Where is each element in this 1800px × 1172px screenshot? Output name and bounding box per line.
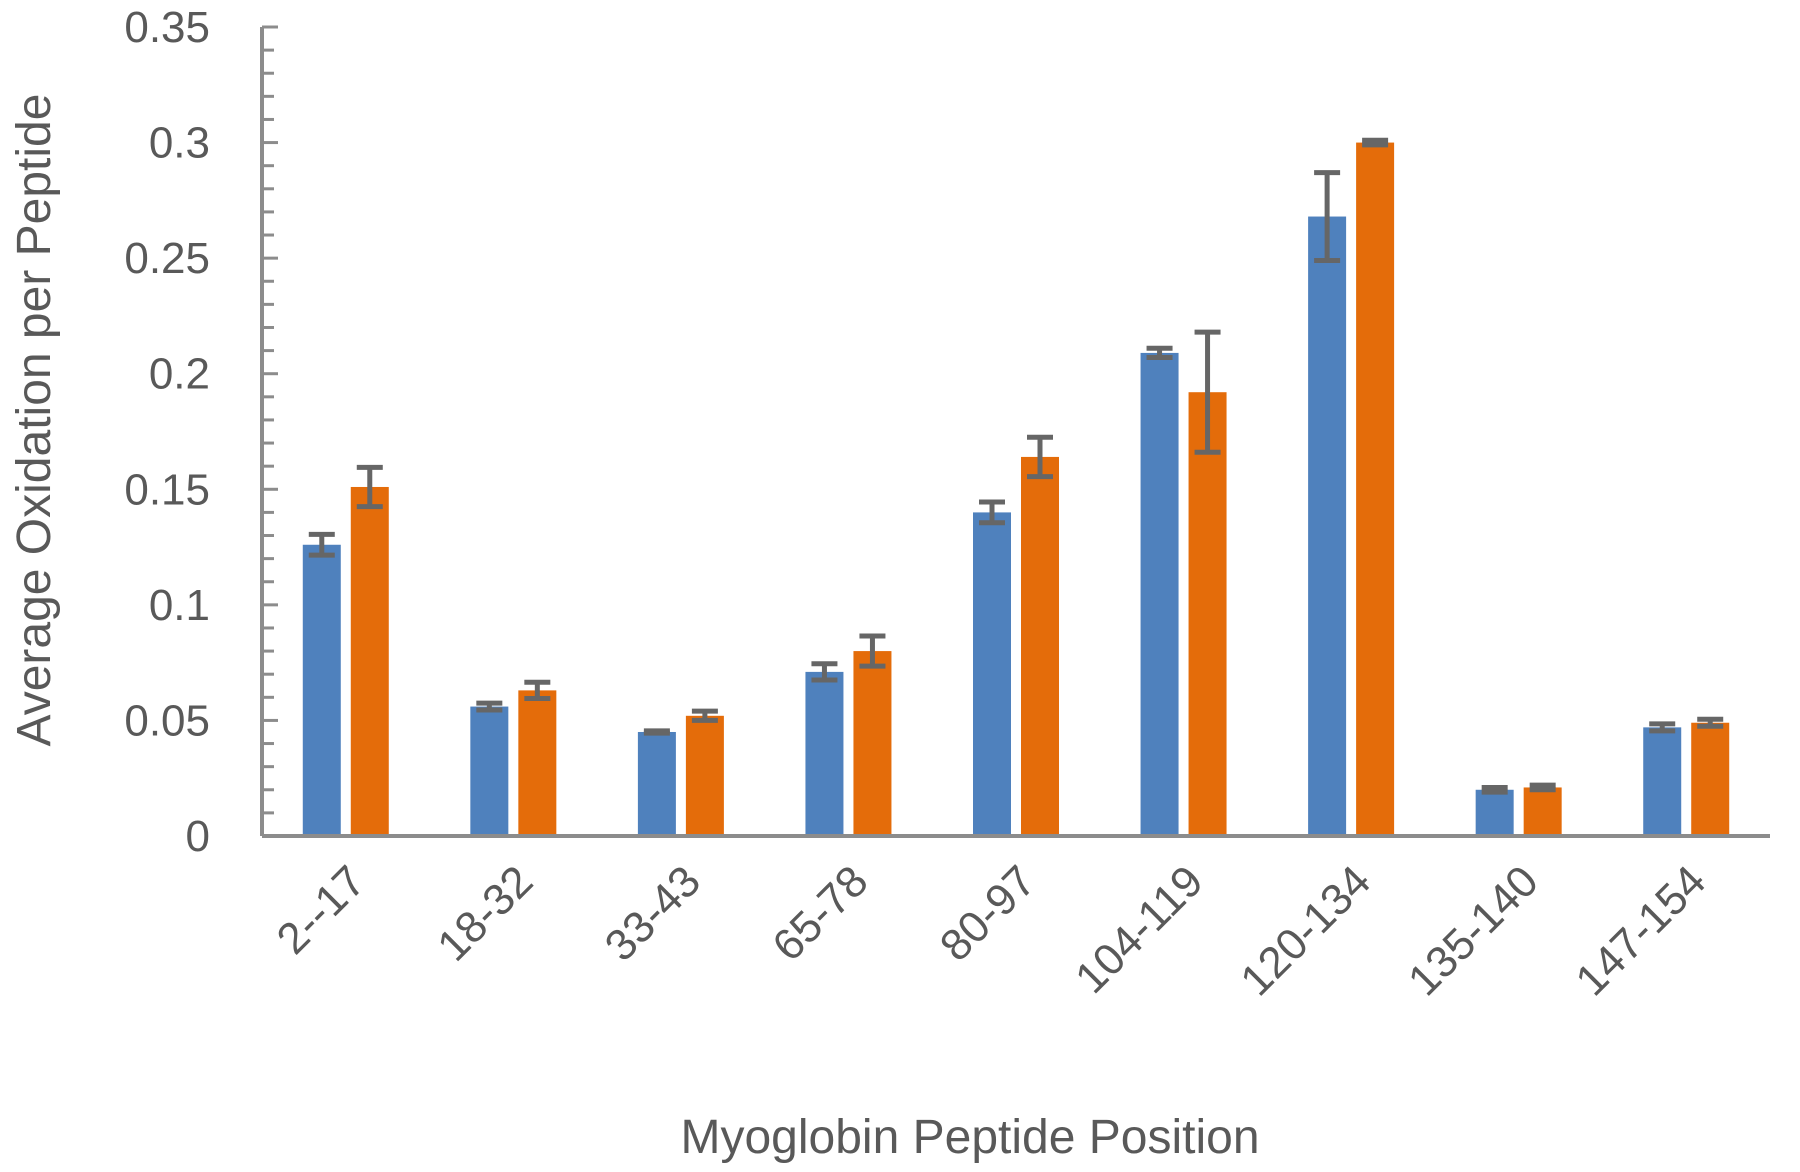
bar: [350, 486, 389, 836]
y-axis: 0 0.05 0.1 0.15 0.2 0.25 0.3 0.35: [124, 3, 278, 861]
bar: [637, 731, 676, 836]
y-axis-title: Average Oxidation per Peptide: [8, 94, 61, 747]
x-axis-title: Myoglobin Peptide Position: [680, 1111, 1259, 1164]
x-tick-label: 135-140: [1399, 856, 1548, 1005]
bar: [518, 690, 557, 836]
x-tick-label: 147-154: [1566, 856, 1715, 1005]
bar: [685, 715, 724, 836]
x-axis: 2--17 18-32 33-43 65-78 80-97 104-119 120-134 1…: [262, 834, 1770, 1005]
y-tick-label: 0.3: [149, 119, 210, 168]
bar: [1308, 216, 1347, 837]
y-tick-label: 0.2: [149, 350, 210, 399]
x-tick-label: 65-78: [763, 856, 877, 970]
error-bars: [308, 137, 1724, 795]
bar: [853, 651, 892, 836]
bar: [805, 671, 844, 836]
bar: [1356, 142, 1395, 837]
y-tick-label: 0.25: [124, 234, 210, 283]
y-tick-label: 0.15: [124, 465, 210, 514]
y-tick-label: 0: [186, 812, 210, 861]
bar: [1140, 352, 1179, 836]
x-tick-label: 18-32: [428, 856, 542, 970]
bar: [302, 544, 341, 836]
bar: [1188, 392, 1227, 836]
y-tick-label: 0.05: [124, 696, 210, 745]
x-tick-label: 80-97: [931, 856, 1045, 970]
y-tick-label: 0.1: [149, 581, 210, 630]
x-tick-label: 120-134: [1231, 856, 1380, 1005]
y-tick-label: 0.35: [124, 3, 210, 52]
bar: [470, 706, 509, 836]
bar: [1475, 789, 1514, 836]
bar: [1643, 727, 1682, 836]
bars: [302, 142, 1730, 837]
x-tick-label: 33-43: [596, 856, 710, 970]
bar: [973, 512, 1011, 836]
bar: [1021, 456, 1059, 836]
x-tick-label: 2--17: [268, 856, 375, 963]
x-tick-label: 104-119: [1066, 856, 1213, 1003]
bar: [1523, 787, 1562, 836]
bar: [1691, 722, 1730, 836]
